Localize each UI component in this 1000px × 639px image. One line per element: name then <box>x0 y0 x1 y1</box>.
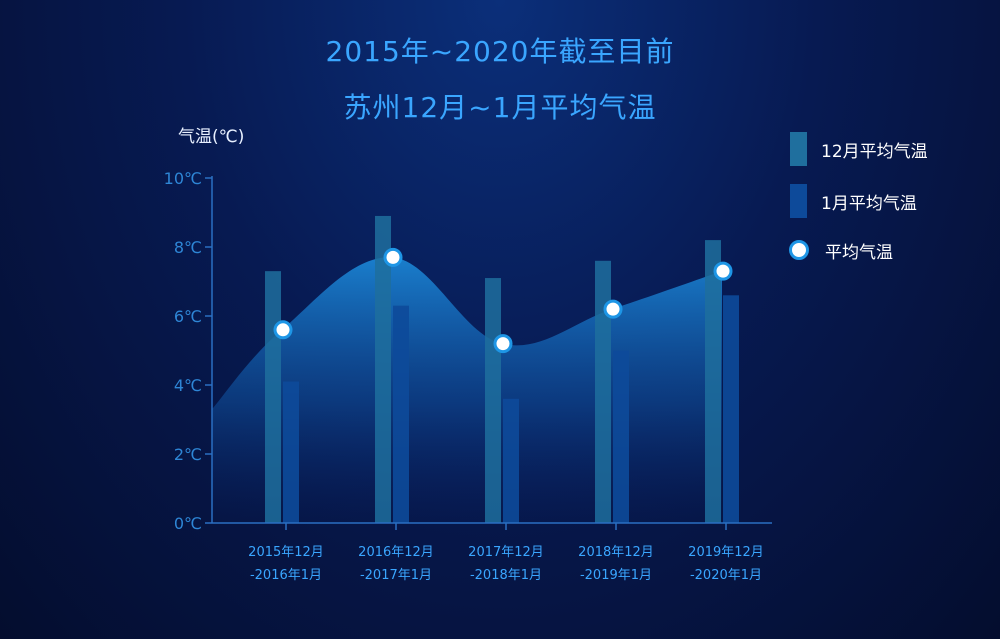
bar-dec-2 <box>485 278 501 523</box>
y-tick-label-3: 6℃ <box>174 307 202 326</box>
y-tick-label-2: 4℃ <box>174 376 202 395</box>
average-area-layer <box>212 257 722 523</box>
bar-jan-1 <box>393 305 409 523</box>
bar-jan-4 <box>723 295 739 523</box>
avg-point-0 <box>273 320 293 340</box>
x-tick-label-line1-1: 2016年12月 <box>358 545 434 560</box>
chart-title-line1: 2015年~2020年截至目前 <box>325 35 675 68</box>
bar-jan-3 <box>613 350 629 523</box>
bar-dec-1 <box>375 215 391 523</box>
x-tick-label-line1-2: 2017年12月 <box>468 545 544 560</box>
x-tick-label-line2-0: -2016年1月 <box>250 568 322 583</box>
chart-title-line2: 苏州12月~1月平均气温 <box>343 91 657 124</box>
legend-label-avg: 平均气温 <box>825 242 893 263</box>
x-tick-label-line2-2: -2018年1月 <box>470 568 542 583</box>
legend-item-dec: 12月平均气温 <box>790 132 928 166</box>
legend-item-avg: 平均气温 <box>789 233 893 267</box>
avg-point-3 <box>603 299 623 319</box>
avg-point-1 <box>383 247 403 267</box>
y-axis-label: 气温(℃) <box>178 127 245 147</box>
bar-jan-2 <box>503 398 519 523</box>
bar-dec-4 <box>705 240 721 523</box>
x-tick-label-line1-4: 2019年12月 <box>688 545 764 560</box>
x-tick-label-line1-0: 2015年12月 <box>248 545 324 560</box>
legend-label-dec: 12月平均气温 <box>821 141 928 162</box>
avg-point-4 <box>713 261 733 281</box>
x-tick-label-line2-4: -2020年1月 <box>690 568 762 583</box>
x-tick-label-line2-3: -2019年1月 <box>580 568 652 583</box>
bar-dec-0 <box>265 271 281 523</box>
y-tick-label-0: 0℃ <box>174 514 202 533</box>
average-area <box>212 257 722 523</box>
legend-dot-avg <box>789 240 809 260</box>
bar-dec-3 <box>595 260 611 523</box>
legend-label-jan: 1月平均气温 <box>821 193 917 214</box>
x-tick-label-line1-3: 2018年12月 <box>578 545 654 560</box>
x-tick-label-line2-1: -2017年1月 <box>360 568 432 583</box>
points-layer <box>273 247 733 354</box>
y-tick-label-4: 8℃ <box>174 238 202 257</box>
y-tick-label-5: 10℃ <box>164 169 202 188</box>
legend-item-jan: 1月平均气温 <box>790 184 917 218</box>
axes-layer: 0℃ 2℃ 4℃ 6℃ 8℃ 10℃ 2015年12月 -2016年1月 2016年12月 -20… <box>164 169 772 583</box>
y-tick-label-1: 2℃ <box>174 445 202 464</box>
avg-point-2 <box>493 334 513 354</box>
bar-jan-0 <box>283 381 299 523</box>
legend-swatch-jan <box>790 184 807 218</box>
legend-swatch-dec <box>790 132 807 166</box>
